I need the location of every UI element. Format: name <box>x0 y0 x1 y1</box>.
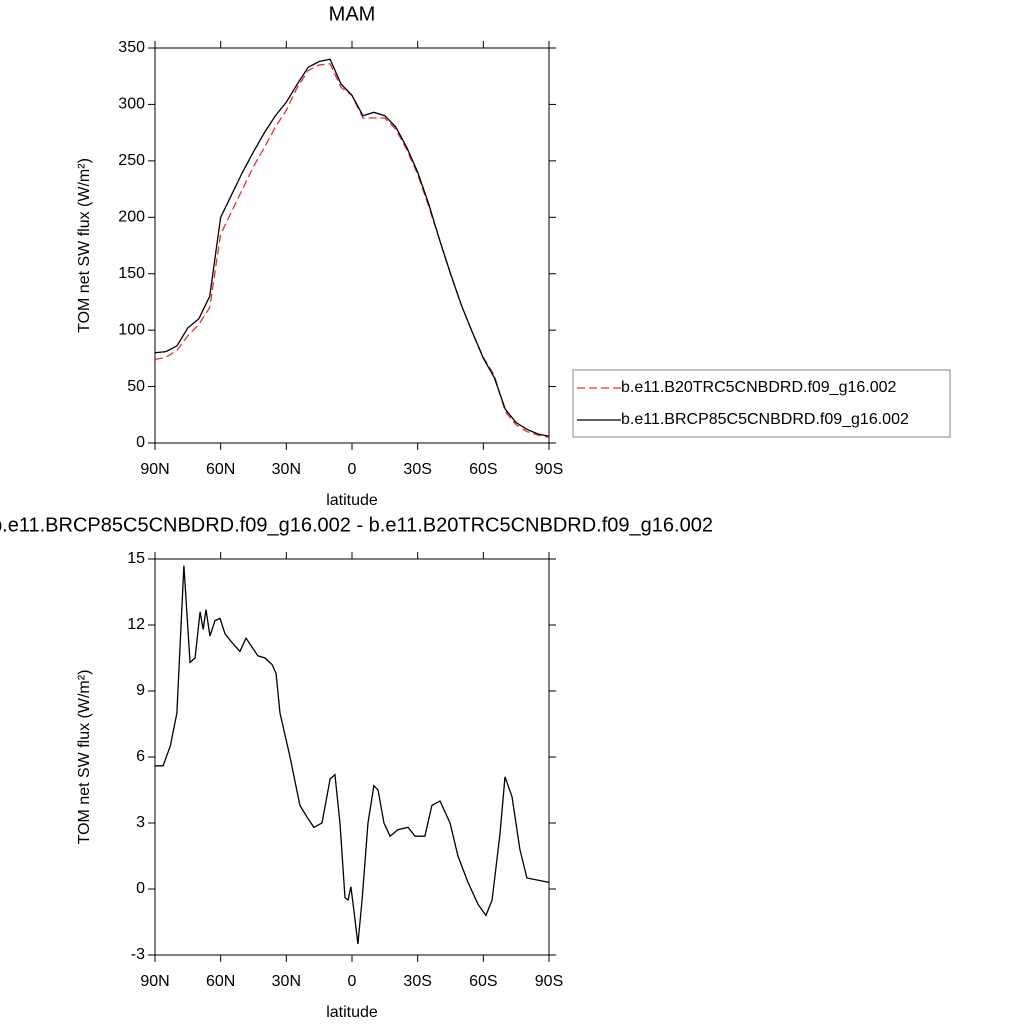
y-tick-label: 15 <box>127 550 145 567</box>
chart-title: MAM <box>329 3 376 25</box>
y-tick-label: -3 <box>131 946 145 963</box>
x-tick-label: 90N <box>140 973 169 990</box>
y-tick-label: 50 <box>127 378 145 395</box>
plot-frame <box>154 47 550 444</box>
y-tick-label: 3 <box>136 814 145 831</box>
legend-label: b.e11.BRCP85C5CNBDRD.f09_g16.002 <box>621 411 909 428</box>
x-tick-label: 0 <box>348 461 357 478</box>
x-tick-label: 60S <box>469 461 497 478</box>
chart-title: b.e11.BRCP85C5CNBDRD.f09_g16.002 - b.e11… <box>0 514 713 536</box>
y-axis-label: TOM net SW flux (W/m²) <box>76 670 93 845</box>
x-tick-label: 60N <box>206 973 235 990</box>
legend-box <box>572 369 951 438</box>
y-tick-label: 250 <box>118 152 145 169</box>
x-tick-label: 30S <box>403 973 431 990</box>
x-tick-label: 90N <box>140 461 169 478</box>
y-tick-label: 6 <box>136 748 145 765</box>
plot-frame <box>154 558 550 956</box>
y-tick-label: 12 <box>127 616 145 633</box>
legend-label: b.e11.B20TRC5CNBDRD.f09_g16.002 <box>621 379 897 396</box>
y-tick-label: 9 <box>136 682 145 699</box>
x-tick-label: 90S <box>535 461 563 478</box>
x-tick-label: 90S <box>535 973 563 990</box>
x-tick-label: 0 <box>348 973 357 990</box>
data-line <box>154 63 550 438</box>
x-axis-label: latitude <box>326 492 378 509</box>
x-axis-label: latitude <box>326 1004 378 1021</box>
y-tick-label: 100 <box>118 321 145 338</box>
y-tick-label: 300 <box>118 96 145 113</box>
y-tick-label: 0 <box>136 880 145 897</box>
y-tick-label: 150 <box>118 265 145 282</box>
x-tick-label: 60N <box>206 461 235 478</box>
x-tick-label: 30N <box>272 973 301 990</box>
x-tick-label: 30N <box>272 461 301 478</box>
data-line <box>154 58 550 437</box>
y-tick-label: 350 <box>118 39 145 56</box>
x-tick-label: 30S <box>403 461 431 478</box>
x-tick-label: 60S <box>469 973 497 990</box>
data-line <box>155 565 550 945</box>
y-tick-label: 0 <box>136 434 145 451</box>
y-axis-label: TOM net SW flux (W/m²) <box>76 158 93 333</box>
y-tick-label: 200 <box>118 209 145 226</box>
